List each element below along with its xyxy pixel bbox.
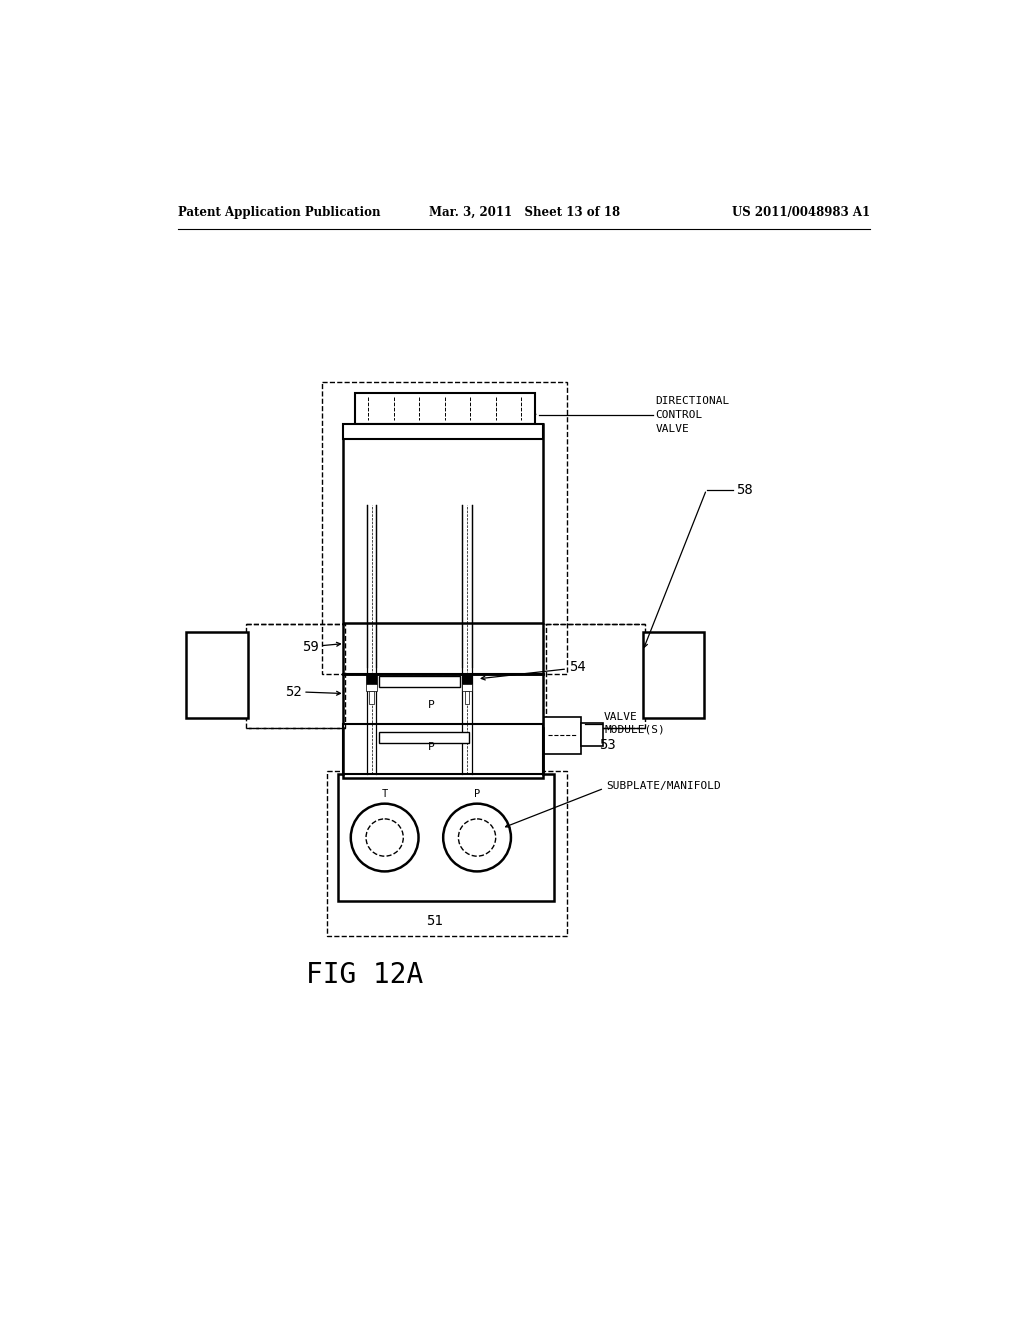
Text: CONTROL: CONTROL [655,409,702,420]
Bar [547,624,645,729]
Text: 58: 58 [736,483,753,496]
Text: P: P [474,789,480,799]
Bar [367,684,377,692]
Text: FIG 12A: FIG 12A [306,961,423,989]
Text: 52: 52 [285,685,301,700]
Bar [379,733,469,743]
Bar [643,632,705,718]
Text: VALVE: VALVE [604,713,638,722]
Text: 59: 59 [302,640,318,655]
Bar [367,675,377,684]
Text: P: P [427,700,434,710]
Text: MODULE(S): MODULE(S) [604,725,665,735]
Bar [343,675,544,779]
Text: 53: 53 [599,738,615,752]
Bar [379,676,460,686]
Bar [343,725,544,775]
Bar [327,771,567,936]
Bar [462,675,472,684]
Bar [544,717,581,754]
Text: DIRECTIONAL: DIRECTIONAL [655,396,730,407]
Bar [581,723,602,746]
Bar [354,393,535,424]
Bar [465,692,469,704]
Text: P: P [427,742,434,752]
Text: 54: 54 [569,660,586,673]
Text: SUBPLATE/MANIFOLD: SUBPLATE/MANIFOLD [606,781,721,791]
Bar [343,424,544,623]
Text: Mar. 3, 2011   Sheet 13 of 18: Mar. 3, 2011 Sheet 13 of 18 [429,206,621,219]
Text: US 2011/0048983 A1: US 2011/0048983 A1 [731,206,869,219]
Bar [339,775,554,902]
Bar [246,624,345,729]
Text: Patent Application Publication: Patent Application Publication [178,206,381,219]
Bar [370,692,374,704]
Text: 51: 51 [426,913,443,928]
Text: VALVE: VALVE [655,424,689,434]
Bar [323,381,567,675]
Text: T: T [382,789,388,799]
Bar [343,424,544,440]
Bar [186,632,248,718]
Bar [462,684,472,692]
